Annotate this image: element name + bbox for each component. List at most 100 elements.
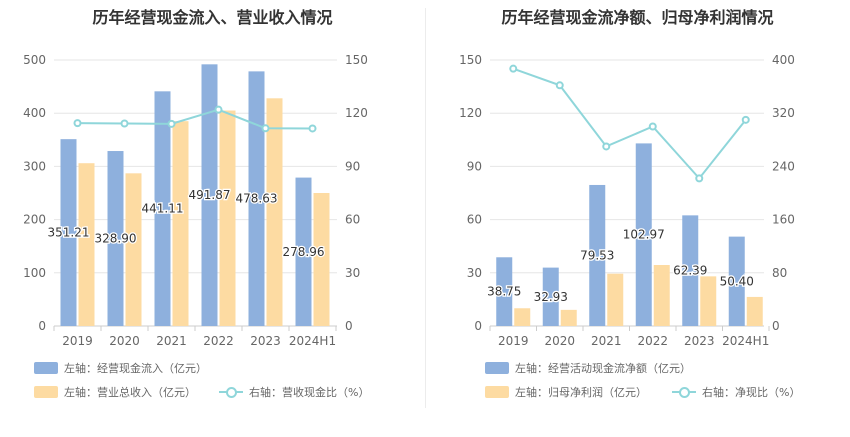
y-tick-label-right: 150 — [345, 53, 368, 67]
legend-label: 左轴：营业总收入（亿元） — [64, 386, 196, 399]
chart-svg-net-cash: 0 30 60 90 120 150 0 80 160 240 320 400 2019 2020 2021… — [459, 53, 795, 348]
bar-series-1 — [682, 215, 699, 326]
data-label: 491.87 — [189, 188, 231, 202]
data-label: 38.75 — [487, 285, 521, 299]
line-point — [602, 142, 611, 151]
y-tick-label-left: 150 — [459, 53, 482, 67]
y-tick-label-left: 200 — [23, 213, 46, 227]
bar-series-2 — [514, 308, 531, 326]
bar-series-1 — [542, 267, 559, 326]
chart-panel-net-cash: 历年经营现金流净额、归母净利润情况 0 30 60 90 120 150 0 80 160 240… — [425, 0, 850, 437]
data-label: 278.96 — [283, 245, 325, 259]
chart-title: 历年经营现金流净额、归母净利润情况 — [501, 8, 774, 27]
chart-title: 历年经营现金流入、营业收入情况 — [92, 8, 333, 27]
line-point — [214, 105, 223, 114]
legend-item[interactable]: 左轴：营业总收入（亿元） — [34, 384, 196, 400]
bar-series-2 — [78, 163, 95, 326]
chart-legend: 左轴：经营现金流入（亿元） 左轴：营业总收入（亿元） 右轴：营收现金比（%） — [0, 360, 425, 410]
legend-item[interactable]: 左轴：经营现金流入（亿元） — [34, 360, 207, 376]
y-tick-label-left: 0 — [38, 319, 46, 333]
legend-item[interactable]: 右轴：营收现金比（%） — [219, 384, 369, 400]
bar-series-2 — [172, 121, 189, 327]
line-series — [512, 67, 747, 180]
y-tick-label-left: 100 — [23, 266, 46, 280]
line-point — [167, 119, 176, 128]
bar-series-1 — [107, 151, 124, 326]
legend-swatch — [485, 386, 509, 398]
x-tick-label: 2020 — [109, 334, 140, 348]
line-series — [77, 108, 313, 130]
y-tick-label-left: 90 — [467, 159, 482, 173]
line-point — [648, 122, 657, 131]
legend-label: 左轴：经营现金流入（亿元） — [64, 362, 207, 375]
chart-panel-cash-inflow: 历年经营现金流入、营业收入情况 0 100 200 300 400 500 0 30 60 90 1… — [0, 8, 425, 410]
legend-label: 右轴：净现比（%） — [702, 386, 801, 399]
legend-item[interactable]: 右轴：净现比（%） — [672, 384, 800, 400]
line-point — [120, 119, 129, 128]
bar-series-1 — [60, 139, 77, 326]
x-tick-label: 2023 — [250, 334, 281, 348]
x-tick-label: 2024H1 — [722, 334, 769, 348]
y-tick-label-left: 0 — [474, 319, 482, 333]
bar-series-2 — [560, 309, 577, 326]
legend-item[interactable]: 左轴：经营活动现金流净额（亿元） — [485, 360, 691, 376]
x-tick-label: 2022 — [637, 334, 668, 348]
x-tick-label: 2024H1 — [289, 334, 336, 348]
line-point — [73, 119, 82, 128]
x-tick-label: 2022 — [203, 334, 234, 348]
legend-swatch — [34, 386, 58, 398]
data-label: 441.11 — [142, 202, 184, 216]
y-tick-label-right: 320 — [772, 106, 795, 120]
y-tick-label-right: 400 — [772, 53, 795, 67]
data-label: 79.53 — [580, 248, 614, 262]
y-tick-label-right: 60 — [345, 213, 360, 227]
bar-series-2 — [313, 193, 330, 326]
legend-swatch — [34, 362, 58, 374]
y-tick-label-right: 80 — [772, 266, 787, 280]
line-point — [741, 115, 750, 124]
data-label: 50.40 — [720, 274, 754, 288]
bar-series-1 — [201, 64, 218, 326]
y-tick-label-right: 120 — [345, 106, 368, 120]
y-tick-label-right: 240 — [772, 159, 795, 173]
y-tick-label-left: 500 — [23, 53, 46, 67]
x-tick-label: 2021 — [591, 334, 622, 348]
y-tick-label-right: 30 — [345, 266, 360, 280]
bar-series-1 — [496, 257, 513, 326]
x-tick-label: 2019 — [62, 334, 93, 348]
legend-label: 左轴：归母净利润（亿元） — [515, 386, 647, 399]
line-point — [509, 64, 518, 73]
legend-line-icon — [219, 386, 243, 398]
data-label: 351.21 — [48, 226, 90, 240]
legend-item[interactable]: 左轴：归母净利润（亿元） — [485, 384, 647, 400]
y-tick-label-left: 300 — [23, 159, 46, 173]
line-point — [695, 174, 704, 183]
bar-series-2 — [219, 110, 236, 326]
y-tick-label-left: 60 — [467, 213, 482, 227]
line-point — [555, 81, 564, 90]
chart-svg-cash-inflow: 0 100 200 300 400 500 0 30 60 90 120 150 2019 2020 202… — [23, 53, 368, 348]
bar-series-2 — [653, 264, 670, 326]
y-tick-label-left: 400 — [23, 106, 46, 120]
bar-series-1 — [635, 143, 652, 326]
data-label: 62.39 — [673, 264, 707, 278]
bar-series-1 — [295, 177, 312, 326]
y-tick-label-right: 160 — [772, 213, 795, 227]
legend-label: 右轴：营收现金比（%） — [249, 386, 370, 399]
x-tick-label: 2020 — [544, 334, 575, 348]
data-label: 328.90 — [95, 232, 137, 246]
data-label: 478.63 — [236, 192, 278, 206]
line-point — [308, 124, 317, 133]
bar-series-1 — [248, 71, 265, 327]
panel-divider — [425, 8, 426, 408]
legend-line-icon — [672, 386, 696, 398]
legend-swatch — [485, 362, 509, 374]
data-label: 32.93 — [534, 290, 568, 304]
bar-series-2 — [607, 273, 624, 326]
bar-series-2 — [266, 98, 283, 326]
bar-series-1 — [589, 184, 606, 326]
data-label: 102.97 — [623, 228, 665, 242]
bar-series-2 — [746, 296, 763, 326]
bar-series-1 — [728, 236, 745, 326]
